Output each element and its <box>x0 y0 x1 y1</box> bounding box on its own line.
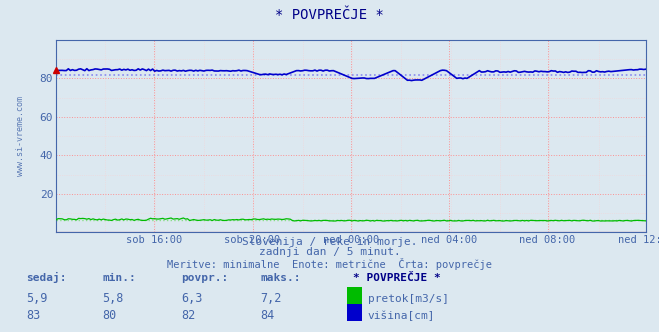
Text: 5,8: 5,8 <box>102 292 123 305</box>
Text: maks.:: maks.: <box>260 273 301 283</box>
Text: 84: 84 <box>260 309 275 322</box>
Text: pretok[m3/s]: pretok[m3/s] <box>368 294 449 304</box>
Text: Meritve: minimalne  Enote: metrične  Črta: povprečje: Meritve: minimalne Enote: metrične Črta:… <box>167 258 492 270</box>
Text: 82: 82 <box>181 309 196 322</box>
Text: povpr.:: povpr.: <box>181 273 229 283</box>
Text: 7,2: 7,2 <box>260 292 281 305</box>
Text: min.:: min.: <box>102 273 136 283</box>
Text: Slovenija / reke in morje.: Slovenija / reke in morje. <box>242 237 417 247</box>
Text: www.si-vreme.com: www.si-vreme.com <box>16 96 25 176</box>
Text: 6,3: 6,3 <box>181 292 202 305</box>
Text: višina[cm]: višina[cm] <box>368 311 435 321</box>
Text: 80: 80 <box>102 309 117 322</box>
Text: sedaj:: sedaj: <box>26 272 67 283</box>
Text: 83: 83 <box>26 309 41 322</box>
Text: zadnji dan / 5 minut.: zadnji dan / 5 minut. <box>258 247 401 257</box>
Text: 5,9: 5,9 <box>26 292 47 305</box>
Text: * POVPREČJE *: * POVPREČJE * <box>353 273 440 283</box>
Text: * POVPREČJE *: * POVPREČJE * <box>275 8 384 22</box>
